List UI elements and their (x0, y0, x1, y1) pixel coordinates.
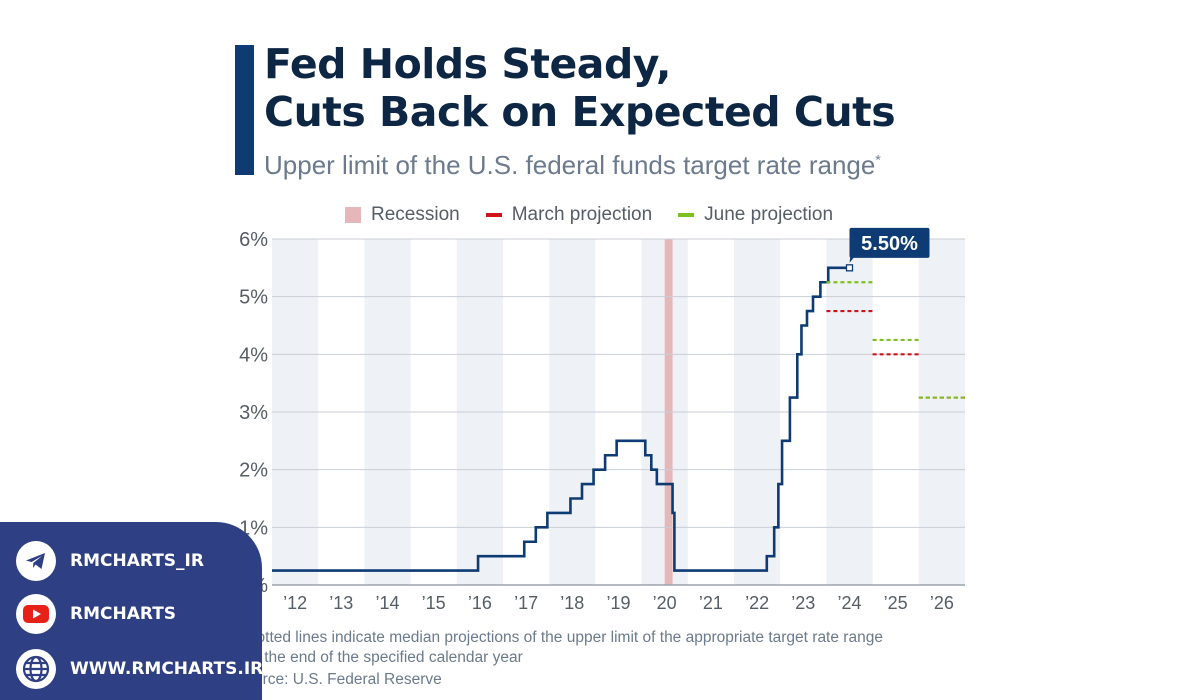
website-url: WWW.RMCHARTS.IR (70, 659, 264, 679)
chart-legend: Recession March projection June projecti… (345, 204, 833, 226)
subtitle-text: Upper limit of the U.S. federal funds ta… (264, 150, 876, 180)
telegram-handle: RMCHARTS_IR (70, 551, 204, 571)
youtube-handle: RMCHARTS (70, 604, 177, 624)
y-tick-label: 6% (239, 229, 268, 251)
annotation-label: 5.50% (861, 233, 918, 255)
legend-label-march: March projection (511, 204, 653, 225)
x-tick-label: ’26 (930, 593, 954, 613)
x-tick-label: ’23 (791, 593, 815, 613)
x-tick-label: ’14 (375, 593, 399, 613)
title-line-1: Fed Holds Steady, (264, 40, 671, 88)
source-note: Source: U.S. Federal Reserve (235, 671, 442, 688)
chart-subtitle: Upper limit of the U.S. federal funds ta… (264, 150, 881, 181)
x-tick-label: ’24 (837, 593, 861, 613)
x-tick-label: ’13 (329, 593, 353, 613)
legend-label-recession: Recession (371, 204, 460, 225)
y-tick-label: 3% (239, 402, 268, 424)
youtube-icon (16, 594, 56, 634)
annotation-box (849, 227, 930, 258)
x-tick-label: ’25 (884, 593, 908, 613)
x-tick-label: ’19 (606, 593, 630, 613)
y-tick-label: 5% (239, 287, 268, 309)
footnote: * Dotted lines indicate median projectio… (235, 628, 995, 668)
telegram-icon (16, 541, 56, 581)
social-website[interactable]: WWW.RMCHARTS.IR (16, 649, 263, 689)
footnote-line-1: * Dotted lines indicate median projectio… (235, 629, 883, 646)
legend-swatch-recession (345, 207, 361, 223)
x-tick-label: ’22 (745, 593, 769, 613)
x-tick-label: ’12 (283, 593, 307, 613)
y-tick-label: 4% (239, 344, 268, 366)
legend-label-june: June projection (704, 204, 834, 225)
x-tick-label: ’15 (422, 593, 446, 613)
legend-item-march: March projection (485, 204, 653, 226)
legend-swatch-march (485, 213, 502, 217)
title-accent-bar (235, 45, 254, 175)
x-tick-label: ’18 (560, 593, 584, 613)
title-line-2: Cuts Back on Expected Cuts (264, 88, 896, 136)
y-tick-label: 2% (239, 460, 268, 482)
subtitle-footnote-mark: * (875, 151, 881, 168)
social-panel: RMCHARTS_IR RMCHARTS WWW.RMCHARTS.IR (0, 522, 263, 700)
x-tick-label: ’16 (468, 593, 492, 613)
social-youtube[interactable]: RMCHARTS (16, 594, 176, 634)
social-telegram[interactable]: RMCHARTS_IR (16, 541, 204, 581)
x-tick-label: ’20 (653, 593, 677, 613)
legend-item-recession: Recession (345, 204, 460, 226)
chart-title: Fed Holds Steady, Cuts Back on Expected … (264, 40, 896, 136)
annotation-marker (845, 264, 854, 272)
footnote-line-2: at the end of the specified calendar yea… (247, 649, 523, 666)
rate-series-line (272, 266, 850, 572)
x-tick-label: ’21 (699, 593, 723, 613)
x-tick-label: ’17 (514, 593, 538, 613)
legend-swatch-june (678, 213, 695, 217)
globe-icon (16, 649, 56, 689)
legend-item-june: June projection (678, 204, 833, 226)
